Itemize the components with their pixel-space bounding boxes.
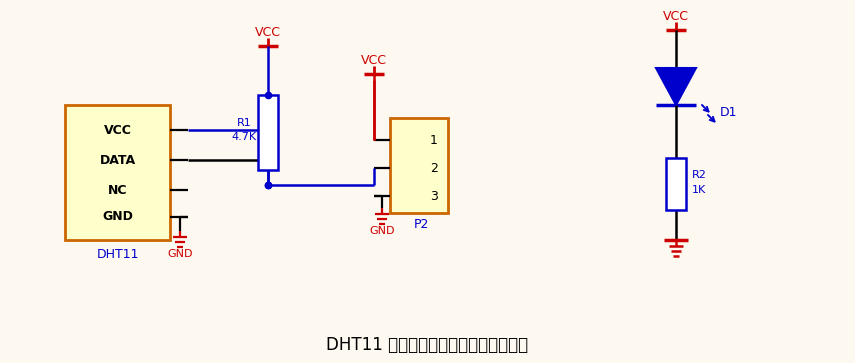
Text: 1K: 1K <box>692 185 706 195</box>
Text: VCC: VCC <box>663 9 689 23</box>
Text: VCC: VCC <box>255 25 281 38</box>
Bar <box>258 95 278 170</box>
Bar <box>65 105 170 240</box>
Text: R2: R2 <box>692 170 707 180</box>
Text: 4.7K: 4.7K <box>232 132 256 143</box>
Text: GND: GND <box>102 211 133 224</box>
Text: D1: D1 <box>720 106 738 119</box>
Text: P2: P2 <box>413 219 428 232</box>
Bar <box>390 118 448 213</box>
Text: DATA: DATA <box>99 154 136 167</box>
Text: 2: 2 <box>430 162 438 175</box>
Polygon shape <box>656 68 696 105</box>
Text: 3: 3 <box>430 189 438 203</box>
Text: R1: R1 <box>237 118 251 127</box>
Text: NC: NC <box>108 184 127 196</box>
Text: GND: GND <box>168 249 192 259</box>
Text: DHT11: DHT11 <box>97 248 139 261</box>
Text: VCC: VCC <box>361 53 387 66</box>
Text: GND: GND <box>369 226 395 236</box>
Text: DHT11 温湿度传感器模块内部电路图。: DHT11 温湿度传感器模块内部电路图。 <box>327 336 528 354</box>
Text: 1: 1 <box>430 134 438 147</box>
Text: VCC: VCC <box>103 123 132 136</box>
Bar <box>666 158 686 210</box>
